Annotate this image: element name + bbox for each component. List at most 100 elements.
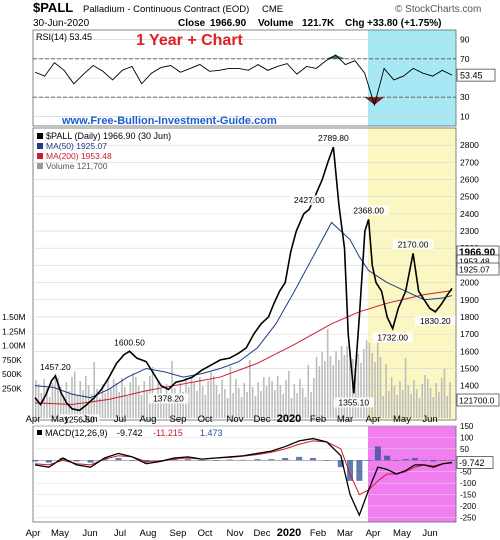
volume-bar — [335, 351, 337, 418]
volume-bar — [332, 365, 335, 418]
volume-bar — [193, 382, 196, 418]
volume-bar — [304, 397, 307, 418]
x-tick-label: May — [51, 528, 69, 539]
x-tick-label: Jun — [422, 528, 437, 539]
price-tick-label: 1400 — [460, 381, 479, 391]
volume-bar — [123, 387, 126, 418]
chg-value: +33.80 (+1.75%) — [367, 18, 442, 29]
price-tick-label: 2300 — [460, 226, 479, 236]
price-annotation-bg — [148, 393, 189, 404]
volume-bar — [190, 378, 193, 418]
volume-bar — [424, 375, 426, 418]
volume-bar — [221, 380, 223, 418]
volume-bar — [449, 382, 451, 418]
macd-tick-label: -250 — [460, 513, 477, 522]
macd-hist-bar — [296, 456, 303, 461]
volume-bar — [374, 362, 376, 418]
rsi-last-label: 53.45 — [460, 71, 483, 81]
volume-bar — [137, 386, 140, 418]
x-tick-label: Sep — [170, 414, 187, 425]
volume-bar — [235, 379, 237, 418]
price-tick-label: 2000 — [460, 278, 479, 288]
price-annotation-bg — [313, 133, 354, 144]
macd-panel: -250-200-150-100-50050100150 -9.742 MACD… — [32, 422, 494, 522]
rsi-last-box — [456, 68, 496, 82]
macd-hist-bar — [32, 460, 38, 462]
macd-hist-bar — [347, 460, 354, 481]
rsi-line — [34, 54, 453, 107]
close-value: 1966.90 — [210, 18, 247, 29]
volume-bar — [260, 391, 262, 418]
volume-bar — [279, 385, 282, 418]
x-tick-label: Aug — [140, 528, 157, 539]
macd-tick-label: -50 — [460, 468, 472, 477]
macd-hist-bar — [384, 455, 391, 461]
price-annotation: 1732.00 — [377, 333, 408, 343]
x-tick-label: Mar — [337, 414, 353, 425]
macd-hist-bar — [421, 460, 428, 461]
volume-bar — [254, 396, 257, 418]
x-tick-label: Jun — [422, 414, 437, 425]
volume-bar — [154, 394, 157, 418]
price-annotation-bg — [289, 195, 330, 206]
price-frame — [32, 127, 457, 421]
volume-bar — [265, 386, 268, 418]
volume-bar — [187, 387, 190, 418]
volume-bar — [176, 397, 179, 418]
volume-bar — [274, 390, 276, 418]
macd-legend-name: MACD(12,26,9) — [45, 428, 108, 438]
macd-hist-bar — [430, 460, 437, 462]
volume-bar — [224, 389, 226, 418]
x-tick-label: Jul — [114, 528, 126, 539]
hist-legend-value: 1.473 — [200, 428, 223, 438]
macd-highlight — [368, 426, 456, 522]
x-tick-label: Oct — [198, 528, 213, 539]
volume-bar — [251, 387, 254, 418]
rsi-tick-label: 30 — [460, 92, 470, 102]
volume-tick-label: 1.50M — [2, 312, 26, 322]
macd-hist-bar — [73, 460, 80, 462]
volume-bar — [218, 394, 221, 418]
volume-bar — [82, 390, 84, 418]
volume-bar — [349, 350, 351, 418]
volume-bar — [321, 352, 323, 418]
volume-bar — [324, 361, 326, 418]
volume-bar — [271, 381, 273, 418]
volume-bar — [73, 368, 76, 418]
price-tick-label: 1900 — [460, 295, 479, 305]
website: www.Free-Bullion-Investment-Guide.com — [61, 115, 277, 127]
price-last-label: 1966.90 — [459, 248, 496, 259]
macd-hist-bar — [411, 458, 418, 461]
x-tick-label: Feb — [310, 528, 326, 539]
volume-tick-label: 750K — [2, 355, 22, 365]
rsi-oversold-fill — [364, 97, 385, 105]
volume-bar — [62, 396, 65, 418]
volume-bar — [57, 378, 59, 418]
volume-bar — [204, 395, 207, 418]
x-tick-label: Apr — [366, 528, 381, 539]
volume-tick-label: 250K — [2, 384, 22, 394]
volume-bar — [40, 393, 43, 418]
ma200-legend-swatch — [37, 153, 43, 159]
price-annotation: 2789.80 — [318, 133, 349, 143]
volume-bar — [435, 383, 437, 418]
macd-hist-bar — [240, 459, 247, 461]
macd-hist-bar — [268, 459, 275, 461]
volume-bar — [401, 390, 404, 418]
volume-bar — [393, 386, 396, 418]
volume-bar — [71, 377, 73, 418]
volume-bar — [171, 361, 173, 418]
volume-bar — [118, 392, 120, 418]
price-annotation: 2427.00 — [294, 195, 325, 205]
volume-bar — [65, 382, 68, 418]
volume-bar — [226, 398, 229, 418]
chart-title: 1 Year + Chart — [136, 32, 244, 49]
macd-tick-label: 150 — [460, 422, 474, 431]
volume-bar — [360, 363, 362, 418]
volume-bar — [160, 389, 162, 418]
volume-tick-label: 1.25M — [2, 326, 26, 336]
volume-legend-swatch — [37, 163, 43, 169]
volume-bar — [388, 391, 390, 418]
price-annotation: 2170.00 — [398, 239, 429, 249]
volume-bar — [98, 398, 101, 418]
